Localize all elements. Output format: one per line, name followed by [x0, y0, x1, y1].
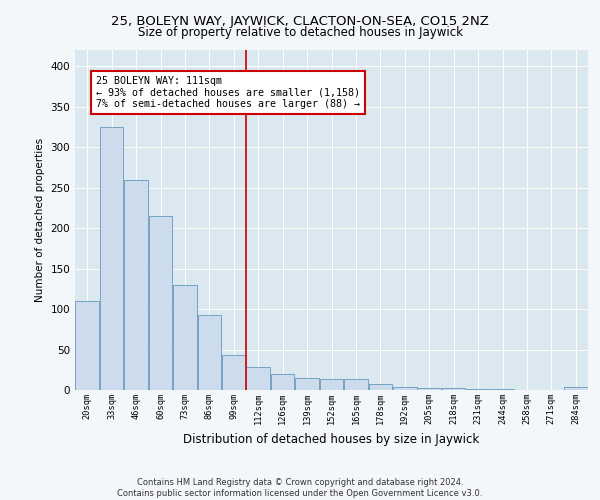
- Bar: [442, 388, 466, 390]
- Bar: [564, 387, 587, 390]
- Bar: [466, 389, 490, 390]
- Bar: [222, 355, 245, 390]
- X-axis label: Distribution of detached houses by size in Jaywick: Distribution of detached houses by size …: [184, 432, 479, 446]
- Bar: [124, 180, 148, 390]
- Text: 25, BOLEYN WAY, JAYWICK, CLACTON-ON-SEA, CO15 2NZ: 25, BOLEYN WAY, JAYWICK, CLACTON-ON-SEA,…: [111, 15, 489, 28]
- Bar: [100, 127, 124, 390]
- Bar: [173, 285, 197, 390]
- Bar: [491, 389, 514, 390]
- Bar: [295, 378, 319, 390]
- Text: Contains HM Land Registry data © Crown copyright and database right 2024.
Contai: Contains HM Land Registry data © Crown c…: [118, 478, 482, 498]
- Y-axis label: Number of detached properties: Number of detached properties: [35, 138, 45, 302]
- Bar: [271, 374, 295, 390]
- Text: 25 BOLEYN WAY: 111sqm
← 93% of detached houses are smaller (1,158)
7% of semi-de: 25 BOLEYN WAY: 111sqm ← 93% of detached …: [96, 76, 360, 109]
- Bar: [418, 388, 441, 390]
- Bar: [393, 387, 416, 390]
- Bar: [320, 378, 343, 390]
- Bar: [368, 384, 392, 390]
- Bar: [197, 314, 221, 390]
- Bar: [76, 301, 99, 390]
- Bar: [344, 378, 368, 390]
- Text: Size of property relative to detached houses in Jaywick: Size of property relative to detached ho…: [137, 26, 463, 39]
- Bar: [149, 216, 172, 390]
- Bar: [247, 368, 270, 390]
